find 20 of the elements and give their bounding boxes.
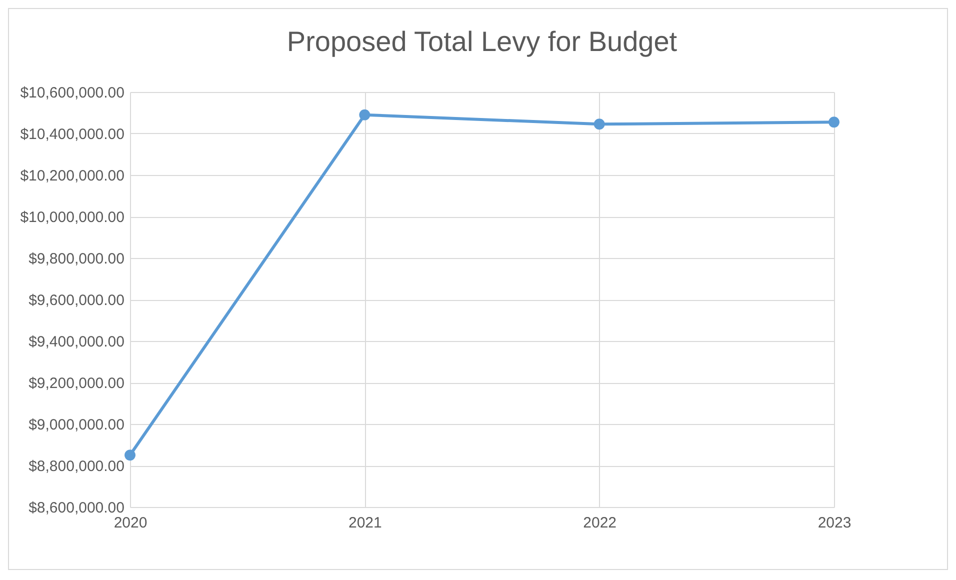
point bbox=[828, 116, 840, 128]
x-tick-label: 2023 bbox=[818, 514, 852, 532]
y-tick-label: $9,200,000.00 bbox=[28, 375, 124, 392]
y-tick-label: $10,600,000.00 bbox=[20, 84, 124, 102]
x-tick-label: 2022 bbox=[583, 514, 617, 532]
x-tick-label: 2020 bbox=[114, 514, 148, 532]
point bbox=[359, 109, 370, 120]
y-tick-label: $9,600,000.00 bbox=[28, 292, 124, 309]
y-tick-label: $9,400,000.00 bbox=[28, 334, 124, 350]
y-tick-label: $8,600,000.00 bbox=[28, 500, 124, 516]
point bbox=[124, 450, 136, 461]
x-tick-label: 2021 bbox=[348, 514, 382, 532]
y-tick-label: $9,000,000.00 bbox=[28, 416, 124, 434]
point bbox=[594, 118, 605, 130]
y-tick-label: $10,000,000.00 bbox=[20, 209, 124, 226]
y-tick-label: $10,200,000.00 bbox=[20, 168, 124, 184]
chart-title: Proposed Total Levy for Budget bbox=[286, 26, 678, 57]
y-tick-label: $10,400,000.00 bbox=[20, 126, 124, 143]
y-tick-label: $8,800,000.00 bbox=[28, 458, 124, 475]
y-tick-label: $9,800,000.00 bbox=[28, 250, 124, 268]
